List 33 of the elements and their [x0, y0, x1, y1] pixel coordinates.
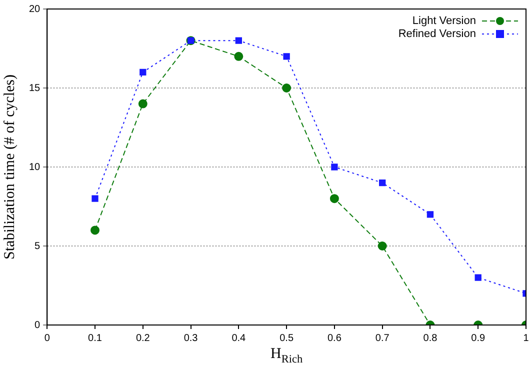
- legend-label: Refined Version: [398, 28, 476, 40]
- x-tick-label: 0.4: [232, 332, 246, 344]
- x-tick-label: 0.9: [471, 332, 486, 344]
- x-tick-label: 0.1: [88, 332, 102, 344]
- x-tick-label: 0.8: [423, 332, 438, 344]
- y-tick-label: 15: [29, 82, 41, 94]
- point: [331, 164, 338, 170]
- x-tick-label: 0.3: [184, 332, 198, 344]
- x-tick-label: 0.6: [327, 332, 342, 344]
- y-axis-title: Stabilization time (# of cycles): [2, 74, 18, 260]
- point: [235, 37, 242, 44]
- point: [234, 52, 244, 61]
- x-tick-label: 0.7: [375, 332, 390, 344]
- x-tick-label: 1: [523, 332, 530, 344]
- point: [90, 226, 100, 235]
- point: [379, 179, 386, 186]
- point: [138, 99, 148, 108]
- point: [330, 194, 339, 204]
- point: [378, 242, 387, 250]
- point: [92, 195, 98, 202]
- y-tick-label: 20: [29, 4, 41, 15]
- y-tick-label: 5: [34, 240, 41, 252]
- point: [140, 68, 146, 76]
- y-tick-label: 10: [29, 162, 41, 173]
- point: [282, 84, 292, 92]
- point: [283, 53, 290, 60]
- x-tick-label: 0.2: [136, 332, 150, 344]
- point: [474, 274, 482, 281]
- y-tick-label: 0: [34, 320, 41, 331]
- legend-label: Light Version: [412, 15, 476, 28]
- point: [426, 211, 434, 218]
- x-tick-label: 0.5: [280, 332, 294, 344]
- x-tick-label: 0: [44, 332, 50, 344]
